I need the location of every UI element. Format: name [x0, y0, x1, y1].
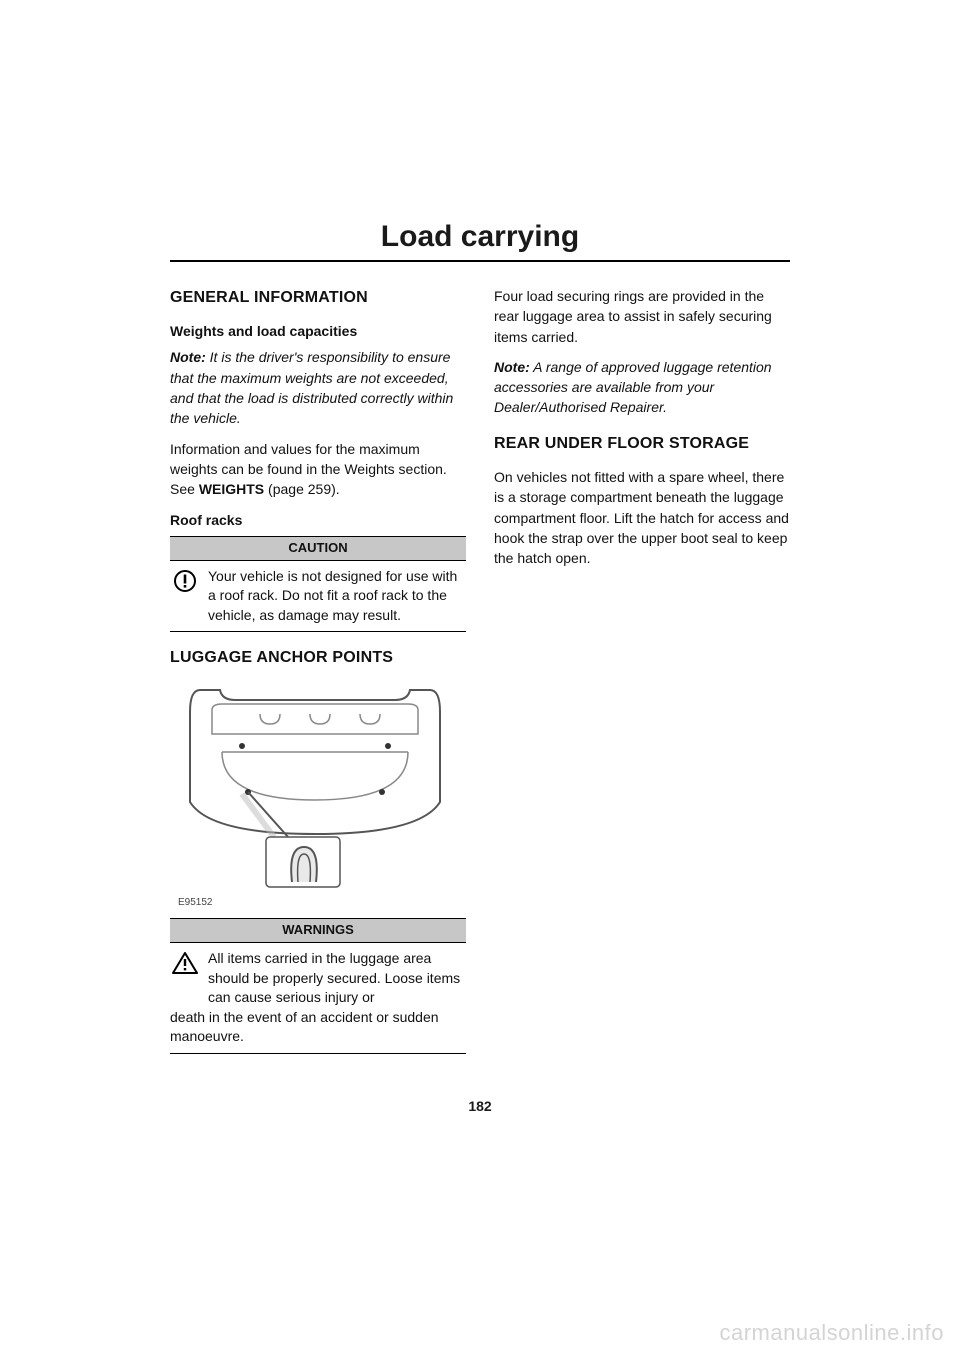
page-number: 182 [0, 1098, 960, 1114]
note-label: Note: [170, 349, 206, 365]
caution-box: CAUTION Your vehicle is not designed for… [170, 536, 466, 633]
warnings-box: WARNINGS All items carried in the luggag… [170, 918, 466, 1054]
heading-luggage-anchor: LUGGAGE ANCHOR POINTS [170, 646, 466, 669]
manual-page: Load carrying GENERAL INFORMATION Weight… [0, 0, 960, 1358]
ref-weights: WEIGHTS [199, 481, 264, 497]
note-accessories: Note: A range of approved luggage retent… [494, 357, 790, 418]
two-column-layout: GENERAL INFORMATION Weights and load cap… [170, 286, 790, 1064]
caution-body: Your vehicle is not designed for use wit… [170, 561, 466, 633]
warnings-text-cont: death in the event of an accident or sud… [170, 1008, 466, 1047]
heading-roof-racks: Roof racks [170, 510, 466, 530]
warning-icon [170, 949, 200, 1008]
caution-icon [170, 567, 200, 626]
warnings-text-top: All items carried in the luggage area sh… [208, 949, 466, 1008]
para-anchor-rings: Four load securing rings are provided in… [494, 286, 790, 347]
note-body: It is the driver's responsibility to ens… [170, 349, 453, 426]
right-column: Four load securing rings are provided in… [494, 286, 790, 1064]
page-title: Load carrying [170, 220, 790, 254]
caution-header: CAUTION [170, 536, 466, 561]
heading-weights: Weights and load capacities [170, 321, 466, 341]
heading-rear-under-floor: REAR UNDER FLOOR STORAGE [494, 432, 790, 455]
figure-luggage-anchor: E95152 [170, 682, 466, 911]
para-weights-ref: Information and values for the maximum w… [170, 439, 466, 500]
heading-general-information: GENERAL INFORMATION [170, 286, 466, 309]
left-column: GENERAL INFORMATION Weights and load cap… [170, 286, 466, 1064]
watermark: carmanualsonline.info [719, 1320, 944, 1346]
note-label: Note: [494, 359, 530, 375]
figure-id: E95152 [170, 896, 466, 911]
text-after: (page 259). [264, 481, 340, 497]
warnings-header: WARNINGS [170, 918, 466, 943]
warnings-body: All items carried in the luggage area sh… [170, 943, 466, 1054]
title-rule [170, 260, 790, 262]
caution-text: Your vehicle is not designed for use wit… [208, 567, 466, 626]
para-under-floor: On vehicles not fitted with a spare whee… [494, 467, 790, 568]
note-body: A range of approved luggage retention ac… [494, 359, 772, 416]
note-weights: Note: It is the driver's responsibility … [170, 347, 466, 428]
